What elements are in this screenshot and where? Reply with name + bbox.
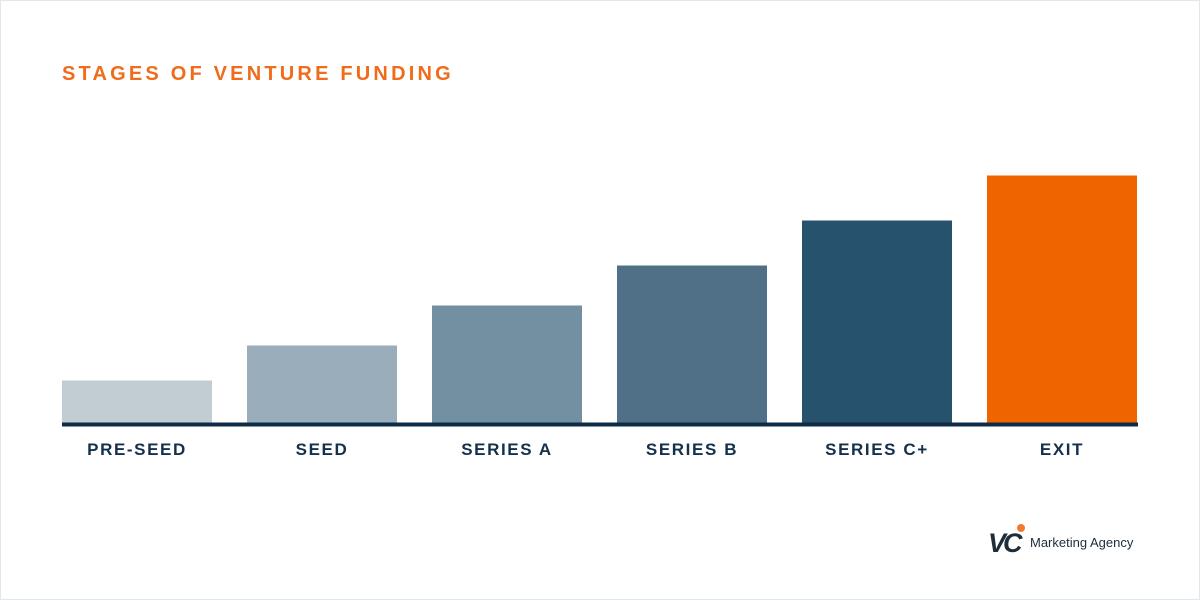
logo-letters: VC <box>988 528 1023 558</box>
bar-series-c <box>802 220 952 423</box>
bar-exit <box>987 175 1137 423</box>
bar-seed <box>247 345 397 423</box>
category-label: SEED <box>296 440 349 459</box>
bar-series-a <box>432 305 582 423</box>
bar-pre-seed <box>62 380 212 423</box>
category-label: SERIES C+ <box>825 440 929 459</box>
category-label: SERIES B <box>646 440 738 459</box>
logo-dot-icon <box>1017 524 1025 532</box>
bar-series-b <box>617 265 767 423</box>
bars-group <box>62 175 1137 423</box>
brand-name: Marketing Agency <box>1030 535 1134 550</box>
category-label: PRE-SEED <box>87 440 187 459</box>
category-labels-group: PRE-SEED SEED SERIES A SERIES B SERIES C+ EXI… <box>87 440 1084 459</box>
category-label: SERIES A <box>461 440 553 459</box>
chart-title: STAGES OF VENTURE FUNDING <box>62 63 454 85</box>
vc-logo-mark: VC <box>988 524 1026 558</box>
category-label: EXIT <box>1040 440 1084 459</box>
